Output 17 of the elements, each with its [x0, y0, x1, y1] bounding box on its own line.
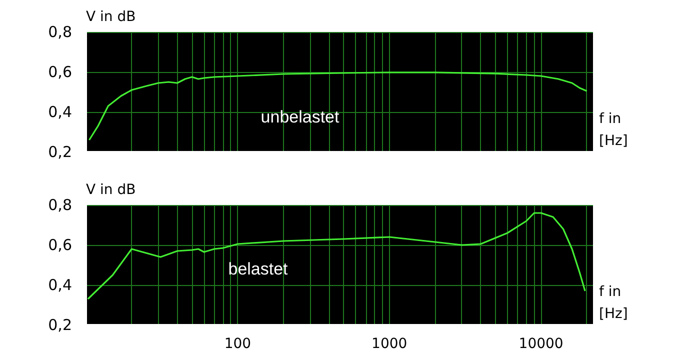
y-axis-title: V in dB	[86, 182, 136, 198]
annotation: belastet	[228, 260, 288, 278]
y-tick-label: 0,4	[48, 276, 72, 294]
y-tick-label: 0,8	[48, 196, 72, 214]
y-tick-label: 0,2	[48, 143, 72, 161]
annotation: unbelastet	[260, 108, 340, 126]
y-tick-label: 0,8	[48, 23, 72, 41]
y-tick-label: 0,2	[48, 316, 72, 334]
x-tick-label: 1000	[372, 336, 408, 352]
x-tick-label: 100	[224, 336, 252, 352]
x-axis-title: f in [Hz]	[599, 284, 628, 322]
y-axis-title: V in dB	[86, 9, 136, 25]
x-tick-label: 10000	[518, 336, 564, 352]
x-axis-title: f in [Hz]	[599, 111, 628, 149]
y-tick-label: 0,6	[48, 63, 72, 81]
y-tick-label: 0,6	[48, 236, 72, 254]
y-tick-label: 0,4	[48, 103, 72, 121]
